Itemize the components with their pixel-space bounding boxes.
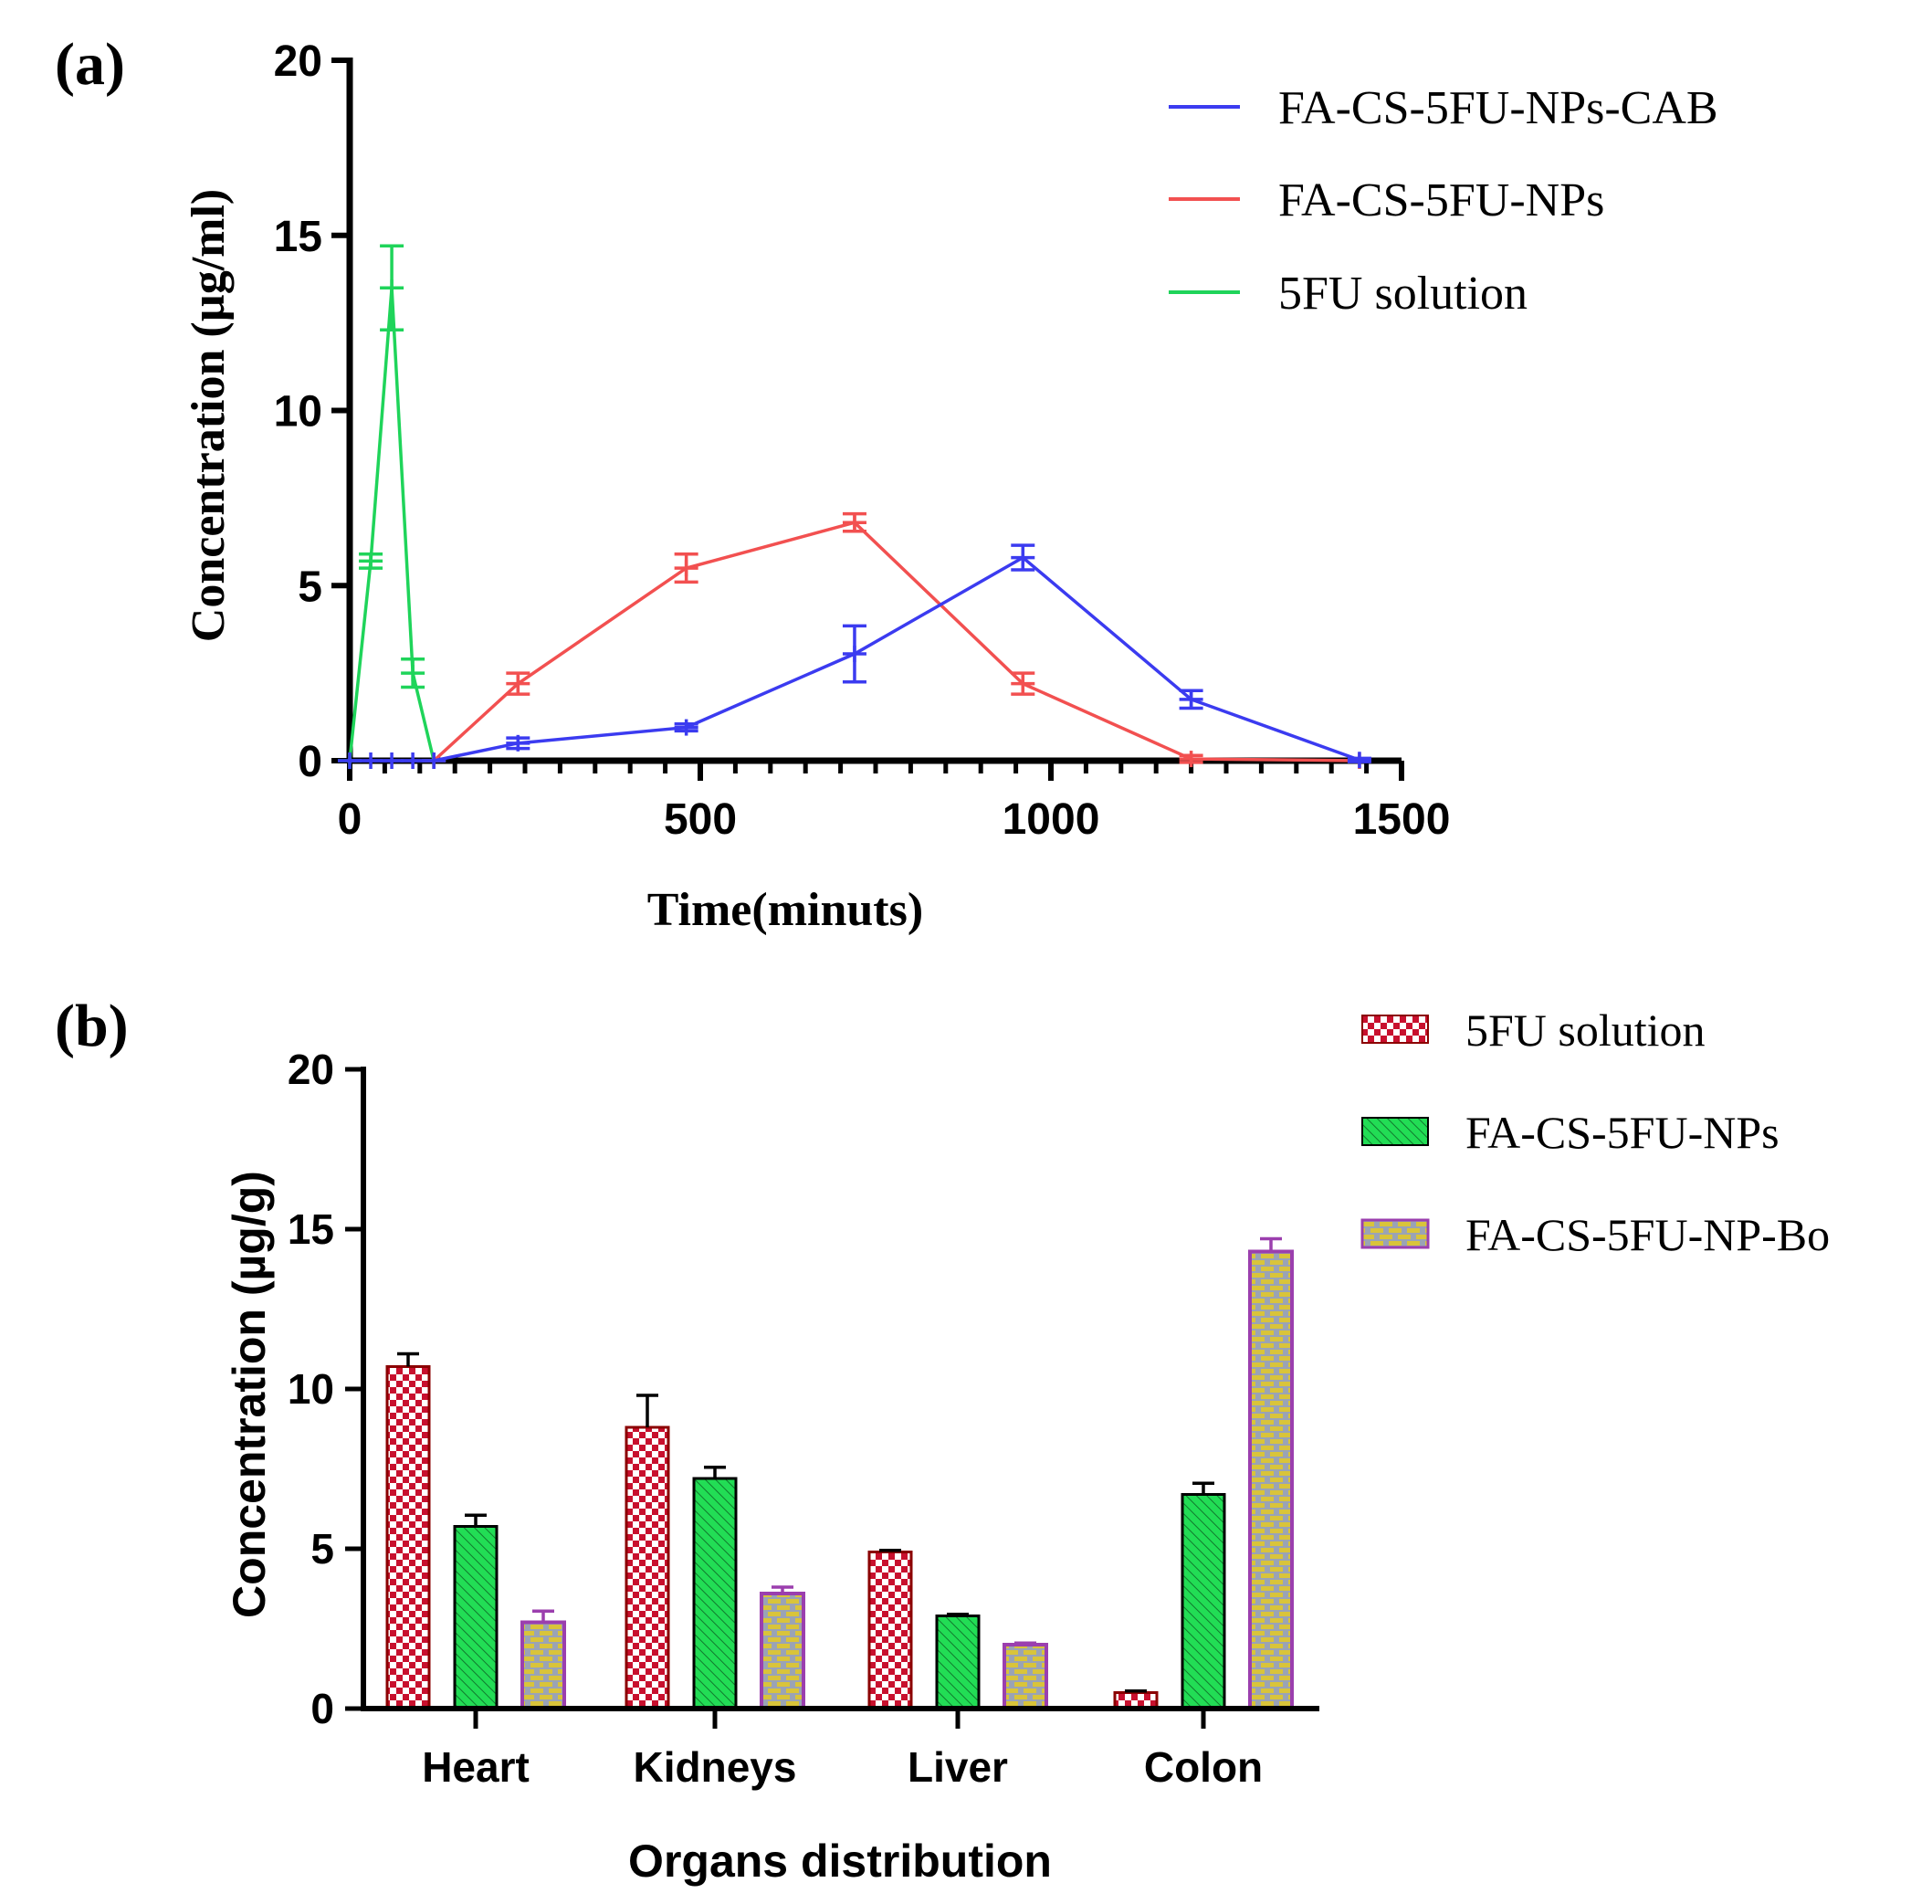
legend-swatch-fa-cs-5fu-np-bo: [1360, 1218, 1430, 1249]
bar-fa-cs-5fu-np-bo: [1003, 1643, 1048, 1710]
y-tick-label: 5: [310, 1525, 334, 1573]
panel-b-bar-chart: (b) 0 5 10 15 20 Heart Kidneys Liver Colon Organ…: [55, 993, 1830, 1887]
y-tick-label: 10: [274, 388, 322, 437]
y-tick-label: 10: [288, 1365, 334, 1413]
x-tick-label: Colon: [1144, 1743, 1263, 1791]
series-line: [432, 521, 1360, 763]
panel-b-label: (b): [55, 993, 129, 1059]
x-tick-label: 500: [664, 795, 737, 844]
x-tick-label: 0: [338, 795, 362, 844]
panel-b-bars: [385, 1236, 1294, 1710]
legend-label-solution: 5FU solution: [1278, 268, 1528, 320]
bar-5fu-solution: [625, 1425, 670, 1710]
bar-fa-cs-5fu-np-bo: [760, 1592, 805, 1710]
legend-label-cab: FA-CS-5FU-NPs-CAB: [1278, 82, 1718, 134]
bar-fa-cs-5fu-nps: [692, 1477, 738, 1710]
bar-fa-cs-5fu-nps: [935, 1615, 981, 1710]
legend-label-5fu-solution: 5FU solution: [1465, 1005, 1706, 1056]
panel-b-axes: [361, 1067, 1319, 1711]
panel-a-x-axis-title: Time(minuts): [647, 884, 923, 936]
panel-b-y-axis-title: Concentration (µg/g): [224, 1171, 275, 1618]
bar-fa-cs-5fu-np-bo: [520, 1620, 566, 1710]
panel-b-ticks: 0 5 10 15 20 Heart Kidneys Liver Colon: [288, 1046, 1263, 1791]
legend-swatch-fa-cs-5fu-nps: [1361, 1117, 1429, 1146]
panel-a-axes: [346, 58, 1402, 764]
y-tick-label: 0: [298, 738, 322, 786]
legend-label-fa-cs-5fu-nps: FA-CS-5FU-NPs: [1465, 1107, 1780, 1158]
bar-fa-cs-5fu-np-bo: [1248, 1249, 1294, 1710]
y-tick-label: 0: [310, 1685, 334, 1732]
panel-b-legend: 5FU solution FA-CS-5FU-NPs FA-CS-5FU-NP-…: [1360, 1005, 1830, 1260]
y-tick-label: 20: [274, 37, 322, 86]
x-tick-label: Heart: [422, 1743, 530, 1791]
y-tick-label: 15: [274, 213, 322, 261]
y-tick-label: 15: [288, 1205, 334, 1253]
bar-fa-cs-5fu-nps: [453, 1525, 499, 1710]
legend-swatch-5fu-solution: [1361, 1015, 1429, 1044]
panel-a-series: [338, 244, 1371, 769]
panel-b-x-axis-title: Organs distribution: [628, 1836, 1052, 1887]
legend-label-nps: FA-CS-5FU-NPs: [1278, 174, 1604, 226]
panel-a-label: (a): [55, 31, 125, 98]
x-tick-label: 1500: [1353, 795, 1451, 844]
x-tick-label: Liver: [908, 1743, 1008, 1791]
panel-a-ticks: 0 5 10 15 20 0 500 1000 1500: [274, 37, 1451, 844]
panel-a-line-chart: (a) 0 5 10 15 20 0 500 1000 1500 Time(minuts) Co…: [55, 31, 1718, 936]
series-line: [348, 288, 436, 762]
panel-a-y-axis-title: Concentration (µg/ml): [183, 189, 235, 642]
x-tick-label: 1000: [1003, 795, 1100, 844]
x-tick-label: Kidneys: [634, 1743, 797, 1791]
bar-fa-cs-5fu-nps: [1181, 1493, 1226, 1710]
bar-5fu-solution: [867, 1551, 913, 1710]
bar-5fu-solution: [385, 1365, 431, 1710]
legend-label-fa-cs-5fu-np-bo: FA-CS-5FU-NP-Bo: [1465, 1209, 1830, 1260]
y-tick-label: 20: [288, 1046, 334, 1093]
y-tick-label: 5: [298, 563, 322, 611]
panel-a-legend: FA-CS-5FU-NPs-CAB FA-CS-5FU-NPs 5FU solu…: [1169, 82, 1718, 320]
